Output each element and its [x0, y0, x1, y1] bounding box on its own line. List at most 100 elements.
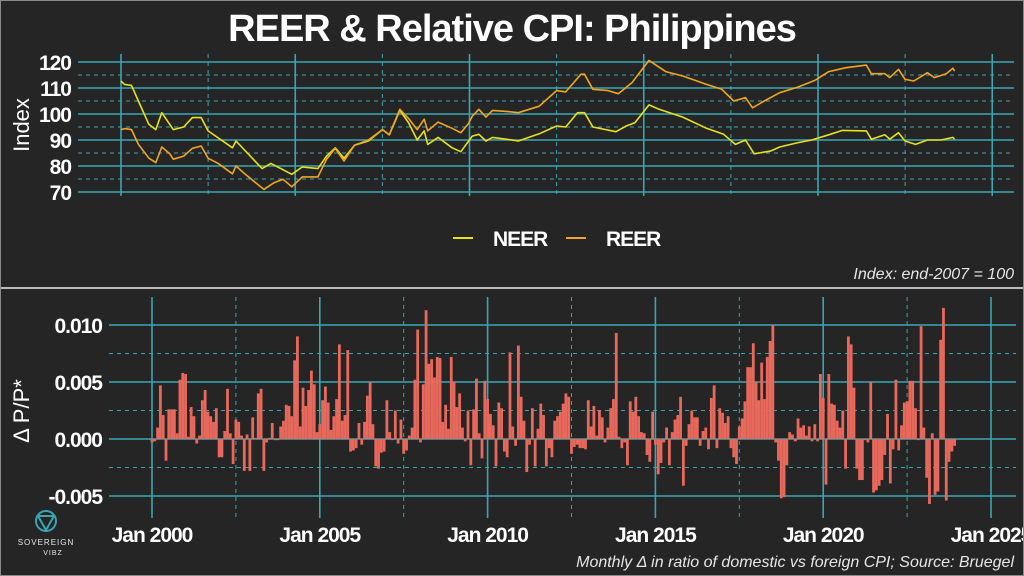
bar: [480, 439, 484, 459]
legend-neer-label: NEER: [493, 228, 548, 251]
bar: [592, 405, 596, 439]
bar: [391, 439, 394, 441]
bar: [914, 408, 917, 439]
bar: [544, 439, 548, 467]
bar: [841, 410, 845, 439]
bar: [556, 416, 559, 439]
bar: [626, 439, 629, 466]
bar: [598, 410, 601, 439]
bar: [684, 439, 688, 446]
bottom-y-axis-title: Δ P/P*: [9, 379, 34, 443]
bar: [953, 439, 957, 446]
bar: [779, 439, 783, 499]
bar: [265, 439, 269, 443]
bar: [849, 344, 853, 439]
bar: [723, 423, 727, 439]
bar: [886, 413, 889, 439]
bar: [377, 439, 380, 469]
bar: [248, 439, 252, 471]
bar: [693, 417, 696, 439]
y-tick-label: 110: [40, 78, 71, 101]
bar: [612, 399, 615, 439]
bar: [335, 399, 338, 439]
bar: [346, 350, 350, 439]
bar: [631, 411, 635, 439]
bar: [242, 439, 246, 471]
y-tick-label: 0.005: [54, 372, 103, 395]
y-tick-label: -0.005: [48, 486, 103, 509]
bar: [600, 417, 604, 439]
bar: [466, 410, 470, 439]
bar: [606, 427, 610, 439]
bar: [508, 352, 512, 439]
bar: [505, 439, 509, 458]
bar: [628, 401, 632, 439]
x-tick-label: Jan 2015: [615, 524, 697, 547]
bar: [662, 439, 666, 443]
bar: [502, 439, 506, 452]
bar: [648, 439, 652, 462]
bar: [925, 439, 929, 478]
bar: [310, 370, 313, 439]
bar: [259, 388, 263, 439]
bar: [533, 439, 537, 467]
bar: [819, 374, 822, 439]
bar: [737, 426, 741, 439]
bar: [905, 401, 909, 439]
bar: [463, 439, 467, 442]
bar: [564, 393, 568, 439]
bar: [852, 387, 856, 439]
bar: [237, 421, 241, 439]
bar: [757, 400, 761, 439]
bar: [869, 382, 873, 439]
bar: [262, 439, 266, 471]
bar: [343, 415, 347, 439]
bar: [637, 416, 641, 439]
bottom-y-tick-labels: -0.005 0.000 0.005 0.010: [48, 315, 104, 509]
top-panel-grid: [78, 54, 1014, 196]
bar: [388, 432, 392, 439]
bar: [209, 416, 213, 439]
bar: [410, 427, 414, 439]
bar: [365, 395, 369, 439]
bar: [486, 399, 489, 439]
legend-reer-label: REER: [606, 228, 661, 251]
bar: [855, 439, 859, 469]
bar: [354, 439, 358, 449]
logo-emblem-icon: [35, 510, 57, 533]
bar: [888, 439, 892, 484]
bar: [421, 384, 425, 439]
bar: [642, 433, 646, 439]
bar: [578, 439, 582, 449]
bar: [805, 435, 808, 439]
bar: [385, 400, 389, 439]
bar: [947, 439, 951, 462]
bar: [472, 409, 476, 439]
bar: [547, 439, 551, 449]
bar: [270, 423, 274, 439]
bar: [860, 439, 864, 481]
bar: [483, 380, 487, 439]
bar: [561, 403, 565, 439]
bar: [656, 439, 660, 475]
bar: [419, 439, 422, 443]
bar: [200, 400, 204, 439]
bar: [570, 439, 573, 454]
bar: [732, 439, 736, 458]
bar: [735, 439, 738, 465]
bar: [763, 399, 766, 439]
bar: [916, 439, 920, 441]
bar: [374, 439, 378, 467]
bar: [609, 408, 613, 439]
bar: [754, 382, 758, 439]
bar: [939, 339, 943, 439]
bar: [712, 385, 716, 439]
bar: [844, 439, 847, 469]
bar: [413, 379, 417, 439]
bar: [704, 427, 708, 439]
bar: [614, 332, 618, 439]
bar: [192, 416, 196, 439]
bar: [293, 360, 297, 439]
